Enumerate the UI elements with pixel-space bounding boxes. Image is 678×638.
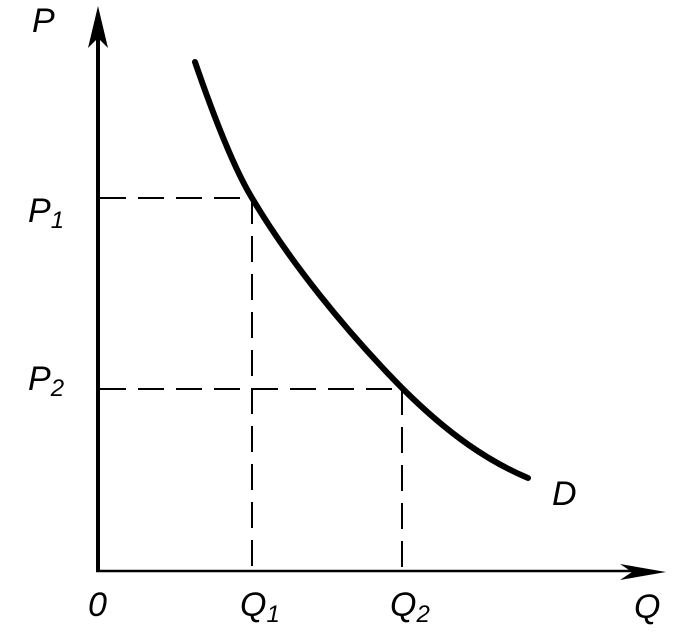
x-axis-arrow [620,564,666,580]
quantity-label: Q1 [240,586,280,628]
price-label: P2 [28,360,64,402]
subscript: 1 [51,207,64,234]
quantity-label: Q2 [390,586,430,628]
price-label: P1 [28,192,64,234]
y-axis-arrow [88,6,108,48]
symbol: Q [390,586,416,624]
subscript: 2 [50,375,64,402]
curve-label: D [552,475,577,513]
x-axis-label: Q [634,588,660,626]
symbol: Q [240,586,266,624]
y-axis-label: P [32,2,55,40]
demand-curve [192,59,531,481]
symbol: P [28,192,51,230]
origin-label: 0 [88,586,107,624]
subscript: 1 [266,601,279,628]
subscript: 2 [415,601,429,628]
symbol: P [28,360,51,398]
guide-lines [100,197,403,570]
